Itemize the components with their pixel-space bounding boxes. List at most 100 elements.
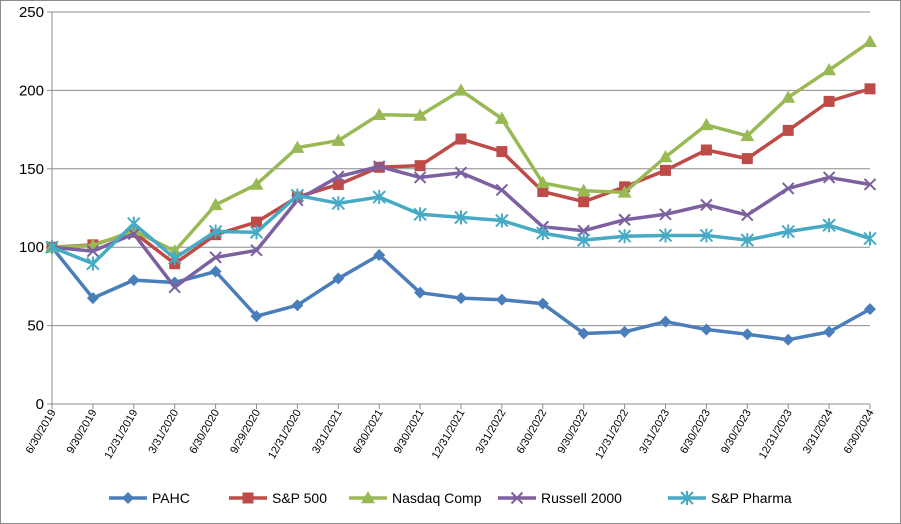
data-point-star <box>576 233 591 248</box>
data-point-star <box>536 226 550 241</box>
data-point-square <box>700 144 712 156</box>
data-point-triangle <box>208 197 223 211</box>
data-point-triangle <box>454 83 468 96</box>
legend-label: S&P 500 <box>272 490 327 506</box>
data-point-diamond <box>332 272 345 285</box>
data-point-triangle <box>617 185 632 198</box>
data-point-x <box>510 491 524 505</box>
data-point-diamond <box>373 249 386 262</box>
x-tick-label: 3/31/2021 <box>310 408 345 456</box>
y-tick-label: 150 <box>19 161 44 178</box>
data-point-triangle <box>494 111 509 124</box>
x-tick-label: 6/30/2021 <box>351 408 386 456</box>
data-point-diamond <box>291 299 304 312</box>
data-point-x <box>577 224 590 237</box>
y-axis-ticks: 0 50 100 150 200 250 <box>19 4 44 413</box>
y-tick-label: 50 <box>27 318 44 335</box>
data-point-triangle <box>822 63 837 76</box>
data-point-triangle <box>249 177 264 190</box>
data-point-triangle <box>863 34 877 48</box>
legend-item: Nasdaq Comp <box>349 490 482 506</box>
data-point-star <box>372 190 386 205</box>
y-tick-label: 100 <box>19 239 44 256</box>
series-russell-2000 <box>45 160 877 294</box>
data-point-triangle <box>535 175 550 189</box>
data-point-star <box>331 196 346 211</box>
data-point-square <box>496 146 508 158</box>
data-point-x <box>86 244 100 258</box>
data-point-square <box>823 95 835 107</box>
data-point-diamond <box>782 333 795 346</box>
data-point-x <box>618 213 631 226</box>
data-point-diamond <box>127 274 140 287</box>
y-tick-label: 0 <box>36 396 44 413</box>
x-tick-label: 6/30/2024 <box>842 408 877 456</box>
data-point-star <box>781 224 795 239</box>
data-point-star <box>658 228 673 243</box>
data-point-x <box>822 171 836 184</box>
data-point-square <box>537 186 549 198</box>
data-point-star <box>127 216 141 231</box>
data-point-x <box>372 160 386 173</box>
legend-label: S&P Pharma <box>711 490 792 506</box>
data-point-diamond <box>209 265 222 278</box>
data-point-star <box>167 251 182 266</box>
data-point-star <box>86 256 100 271</box>
data-point-diamond <box>250 310 263 323</box>
data-point-star <box>699 228 714 243</box>
y-tick-label: 200 <box>19 82 44 99</box>
data-point-square <box>455 133 467 145</box>
x-tick-label: 9/29/2020 <box>228 408 263 456</box>
data-point-triangle <box>576 183 591 197</box>
data-point-star <box>208 224 223 239</box>
data-point-star <box>290 188 305 203</box>
x-tick-label: 12/31/2021 <box>430 408 468 462</box>
data-point-star <box>822 218 836 233</box>
data-point-triangle <box>658 150 673 163</box>
x-tick-label: 12/31/2019 <box>102 408 140 462</box>
data-point-x <box>781 182 795 195</box>
data-point-diamond <box>823 325 836 338</box>
data-point-diamond <box>495 293 508 306</box>
x-axis-ticks: 6/30/2019 9/30/2019 12/31/2019 3/31/2020 6/3… <box>24 408 877 462</box>
x-tick-label: 12/31/2020 <box>266 408 304 462</box>
axes <box>47 11 871 409</box>
data-point-square <box>660 164 671 176</box>
x-tick-label: 9/30/2022 <box>555 408 590 456</box>
data-point-diamond <box>577 327 590 340</box>
x-tick-label: 12/31/2022 <box>593 408 631 462</box>
legend-label: PAHC <box>152 490 190 506</box>
data-point-diamond <box>618 325 631 338</box>
x-tick-label: 9/30/2023 <box>719 408 754 456</box>
data-point-star <box>413 207 427 222</box>
data-point-diamond <box>659 315 672 328</box>
legend-label: Russell 2000 <box>541 490 622 506</box>
data-point-star <box>680 491 694 505</box>
data-point-square <box>332 178 344 190</box>
data-point-star <box>617 229 632 244</box>
series-lines <box>45 34 877 346</box>
data-point-square <box>251 216 262 228</box>
x-tick-label: 9/30/2019 <box>65 408 100 456</box>
data-point-triangle <box>290 140 305 153</box>
series-s-p-500 <box>46 83 876 270</box>
data-point-x <box>700 198 713 212</box>
data-point-x <box>332 170 345 183</box>
data-point-diamond <box>122 492 134 504</box>
x-tick-label: 6/30/2022 <box>515 408 550 456</box>
data-point-star <box>454 210 468 225</box>
series-pahc <box>46 241 876 346</box>
x-tick-label: 9/30/2021 <box>392 408 427 456</box>
data-point-diamond <box>741 328 754 341</box>
data-point-star <box>740 233 755 248</box>
data-point-x <box>741 208 754 222</box>
legend-item: S&P 500 <box>229 490 327 506</box>
legend-item: S&P Pharma <box>668 490 792 506</box>
data-point-star <box>45 240 59 255</box>
legend: PAHC S&P 500 Nasdaq Comp Russell 2000 S&P Ph… <box>109 490 792 506</box>
data-point-star <box>495 213 509 228</box>
x-tick-label: 6/30/2019 <box>24 408 59 456</box>
data-point-triangle <box>361 491 375 504</box>
